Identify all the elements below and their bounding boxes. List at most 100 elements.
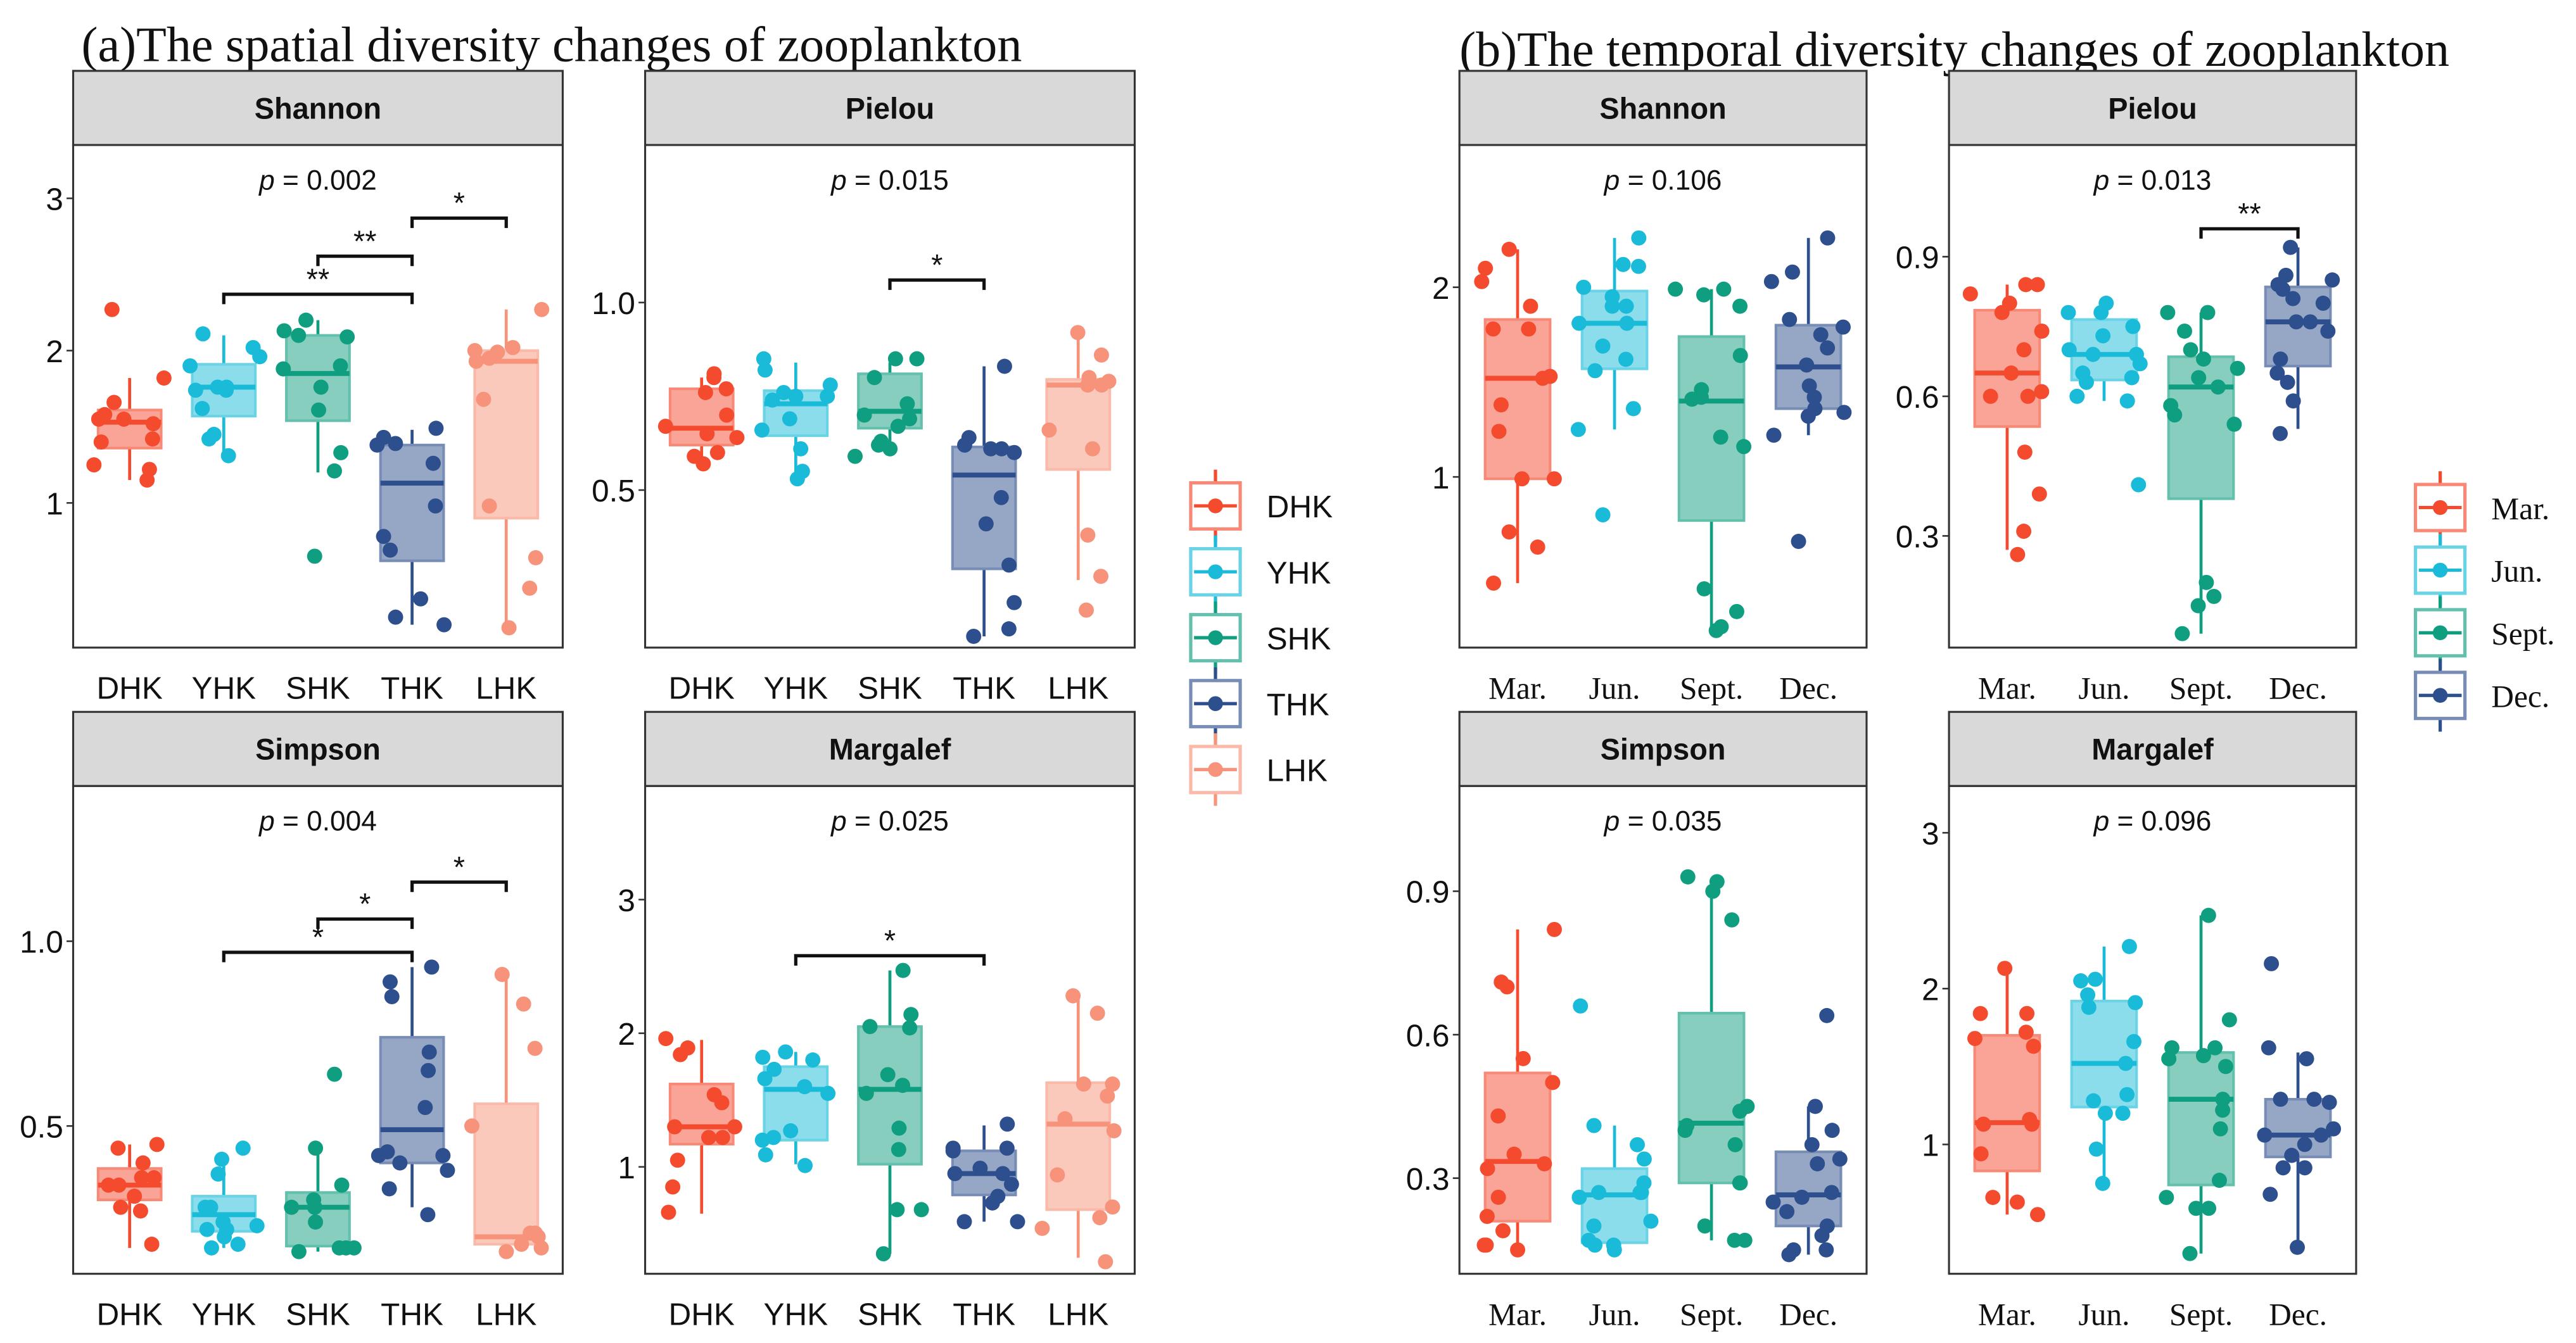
y-tick-label: 0.9: [1406, 875, 1450, 910]
data-point: [1618, 351, 1634, 367]
data-point: [220, 448, 236, 463]
data-point: [523, 1225, 538, 1241]
data-point: [1779, 1204, 1795, 1220]
significance-bracket: *: [316, 888, 414, 930]
legend-item-shk: SHK: [1189, 601, 1331, 674]
data-point: [2215, 1102, 2231, 1118]
data-point: [2018, 1025, 2034, 1040]
data-point: [1546, 471, 1562, 487]
data-point: [697, 384, 713, 400]
data-point: [2262, 1187, 2278, 1202]
data-point: [116, 411, 132, 427]
data-point: [2073, 973, 2089, 988]
y-tick-label: 0.6: [1896, 380, 1939, 415]
data-point: [1514, 471, 1530, 487]
significance-bracket: *: [888, 248, 986, 290]
data-point: [2087, 971, 2103, 987]
data-point: [1495, 1223, 1511, 1239]
data-point: [2128, 995, 2143, 1011]
data-point: [149, 1137, 165, 1152]
data-point: [1586, 1218, 1602, 1234]
data-point: [230, 1237, 246, 1252]
boxplot-mar: [1474, 241, 1562, 591]
data-point: [661, 1204, 676, 1220]
boxplot-sept: [2160, 305, 2245, 641]
data-point: [1619, 315, 1635, 331]
legend-label: Dec.: [2491, 679, 2549, 714]
significance-stars: **: [2238, 197, 2261, 230]
x-tick-label: YHK: [191, 1297, 256, 1332]
boxplot-yhk: [182, 326, 268, 463]
data-point: [1542, 369, 1558, 384]
data-point: [1680, 869, 1696, 885]
data-point: [371, 1147, 386, 1163]
data-point: [425, 455, 441, 471]
data-point: [1794, 1189, 1810, 1205]
y-tick-label: 0.3: [1406, 1162, 1450, 1197]
data-point: [2031, 486, 2047, 502]
data-point: [1105, 1076, 1120, 1092]
data-point: [333, 445, 349, 460]
y-tick-label: 1: [46, 486, 63, 521]
data-point: [1806, 389, 1822, 405]
data-point: [2086, 1093, 2102, 1109]
data-point: [2095, 328, 2111, 344]
data-point: [106, 394, 122, 410]
y-tick-label: 3: [618, 883, 635, 918]
data-point: [1810, 1156, 1825, 1171]
legend-key-point: [2432, 688, 2448, 703]
legend-key-point: [2432, 625, 2448, 641]
data-point: [505, 339, 521, 355]
legend-key-point: [2432, 500, 2448, 515]
data-point: [104, 301, 120, 317]
panel-a-title: (a)The spatial diversity changes of zoop…: [82, 16, 1022, 72]
legend-item-mar: Mar.: [2413, 471, 2549, 544]
x-tick-label: Dec.: [1779, 671, 1837, 705]
data-point: [1808, 1099, 1823, 1114]
data-point: [1801, 378, 1817, 394]
boxplot-dhk: [86, 301, 172, 488]
data-point: [2163, 398, 2179, 413]
data-point: [346, 1240, 362, 1256]
data-point: [381, 1181, 397, 1197]
data-point: [1813, 327, 1829, 343]
data-point: [2297, 1137, 2313, 1152]
data-point: [2200, 907, 2216, 923]
x-tick-label: Jun.: [1589, 671, 1640, 705]
data-point: [2118, 1056, 2133, 1071]
data-point: [2198, 574, 2214, 590]
data-point: [1679, 1118, 1695, 1133]
y-tick-label: 1: [1432, 460, 1450, 495]
data-point: [1003, 1176, 1019, 1192]
data-point: [1521, 321, 1537, 337]
data-point: [382, 974, 398, 990]
data-point: [2275, 1160, 2291, 1176]
data-point: [890, 419, 906, 434]
data-point: [1537, 1156, 1552, 1171]
data-point: [2284, 1147, 2300, 1163]
data-point: [1643, 1213, 1659, 1229]
legend-label: DHK: [1267, 489, 1333, 524]
data-point: [2098, 295, 2114, 311]
facet-strip: [72, 70, 564, 146]
x-tick-label: LHK: [1048, 1297, 1108, 1332]
data-point: [797, 1079, 813, 1095]
data-point: [757, 1071, 773, 1087]
x-tick-label: SHK: [858, 1297, 922, 1332]
data-point: [1819, 1007, 1835, 1023]
data-point: [945, 1140, 961, 1156]
data-point: [909, 351, 925, 367]
data-point: [1057, 1111, 1073, 1126]
y-tick-label: 0.5: [592, 474, 635, 508]
data-point: [2009, 1194, 2025, 1210]
data-point: [1997, 961, 2013, 976]
x-tick-label: DHK: [669, 671, 735, 705]
data-point: [2174, 626, 2190, 641]
data-point: [978, 516, 994, 532]
data-point: [1716, 281, 1732, 297]
data-point: [210, 1166, 226, 1182]
legend-key-point: [1208, 696, 1223, 711]
boxplot-dhk: [657, 366, 745, 472]
legend-spatial: DHK YHK SHK THK LHK: [1189, 469, 1333, 806]
data-point: [758, 1147, 773, 1163]
